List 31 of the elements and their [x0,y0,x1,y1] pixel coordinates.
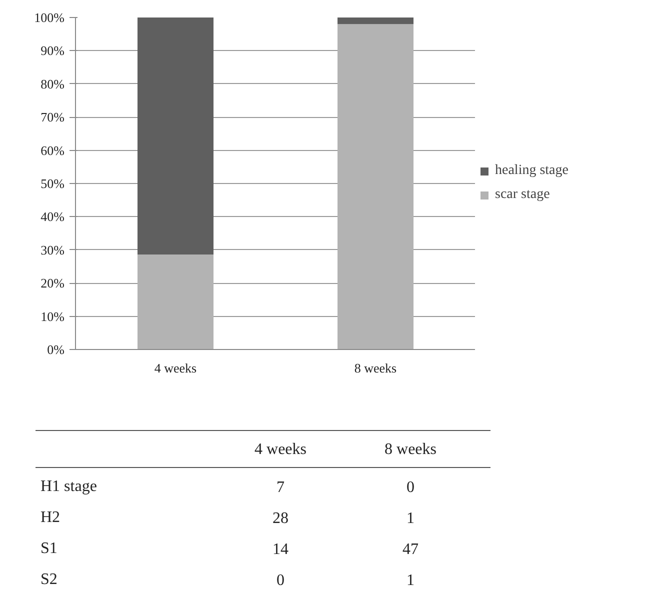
y-tick-label: 100% [34,10,65,25]
text: 7 [276,479,284,496]
legend-label: scar stage [495,187,550,203]
y-tick-label: 50% [40,176,65,191]
text: 14 [272,541,288,558]
y-tick-label: 10% [40,308,65,324]
y-tick-label: 80% [40,76,65,92]
text: S1 [40,540,58,557]
text: 1 [406,510,414,527]
bar [338,24,414,350]
bar [338,18,414,24]
y-tick-label: 30% [40,242,65,258]
text: 1 [406,572,414,589]
text: 0 [276,572,284,589]
y-tick-label: 60% [40,142,65,158]
y-tick-label: 70% [40,110,65,125]
bar [138,18,214,255]
text: 8 weeks [384,441,436,458]
text: S2 [40,571,58,588]
bar [138,254,214,350]
text: 47 [402,541,418,558]
text: H2 [40,509,60,526]
y-tick-label: 0% [47,342,65,357]
y-tick-label: 20% [40,276,65,291]
text: 4 weeks [254,441,306,458]
text: 28 [272,510,288,527]
y-tick-label: 40% [40,209,65,224]
text: 0 [406,479,414,496]
legend-label: healing stage [495,163,568,179]
text: H1 stage [40,478,97,495]
y-tick-label: 90% [40,43,65,58]
